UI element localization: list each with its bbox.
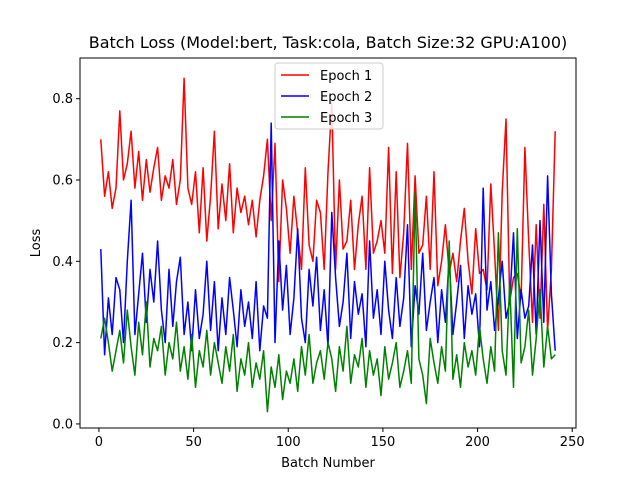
legend-box bbox=[274, 62, 384, 130]
chart-title: Batch Loss (Model:bert, Task:cola, Batch… bbox=[89, 33, 568, 52]
x-tick-label: 200 bbox=[465, 435, 490, 450]
x-tick-label: 50 bbox=[185, 435, 202, 450]
legend-label-epoch-2: Epoch 2 bbox=[320, 90, 372, 105]
x-axis-title: Batch Number bbox=[281, 456, 375, 471]
legend: Epoch 1 Epoch 2 Epoch 3 bbox=[274, 62, 384, 130]
x-tick-label: 250 bbox=[560, 435, 585, 450]
legend-label-epoch-1: Epoch 1 bbox=[320, 69, 372, 84]
y-tick-label: 0.4 bbox=[52, 255, 73, 270]
y-axis-ticks: 0.0 0.2 0.4 0.6 0.8 bbox=[52, 92, 80, 432]
plot-frame bbox=[79, 57, 577, 429]
legend-label-epoch-3: Epoch 3 bbox=[320, 111, 372, 126]
x-tick-label: 150 bbox=[370, 435, 395, 450]
plot-lines bbox=[100, 77, 556, 413]
y-axis-title: Loss bbox=[29, 229, 44, 258]
series-line-epoch-3 bbox=[100, 191, 556, 413]
x-tick-label: 100 bbox=[276, 435, 301, 450]
series-line-epoch-1 bbox=[100, 77, 556, 332]
y-tick-label: 0.2 bbox=[52, 336, 73, 351]
y-tick-label: 0.6 bbox=[52, 173, 73, 188]
x-tick-label: 0 bbox=[95, 435, 103, 450]
y-tick-label: 0.8 bbox=[52, 92, 73, 107]
x-axis-ticks: 0 50 100 150 200 250 bbox=[95, 428, 585, 450]
y-tick-label: 0.0 bbox=[52, 417, 73, 432]
